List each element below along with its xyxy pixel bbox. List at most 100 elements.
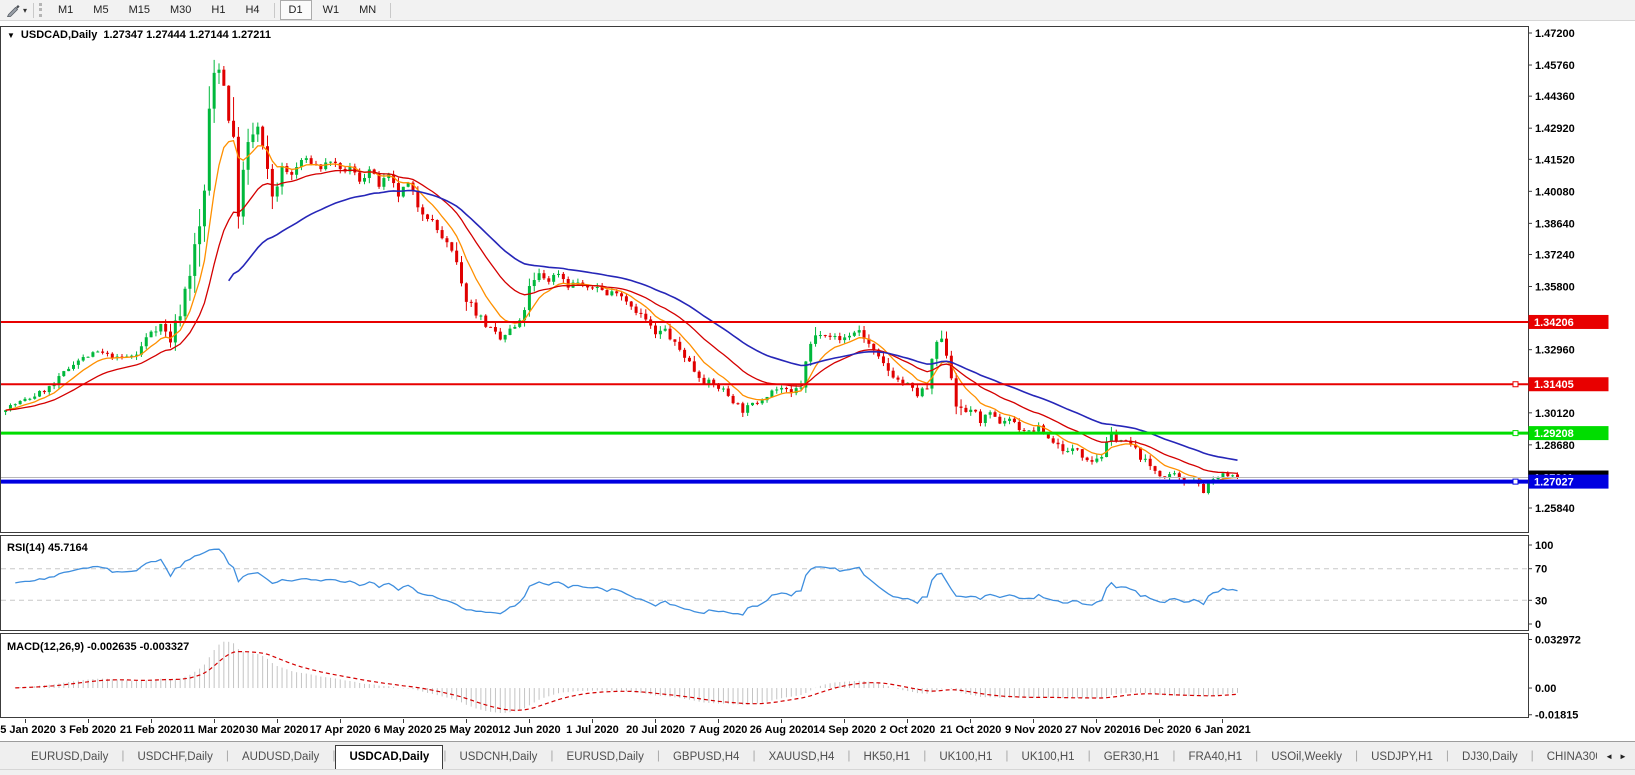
chart-tab-usdcnh-daily[interactable]: USDCNH,Daily (459, 751, 538, 763)
chart-tab-hk50-h1[interactable]: HK50,H1 (863, 751, 911, 763)
svg-text:-0.01815: -0.01815 (1535, 710, 1578, 719)
chart-tab-uk100-h1[interactable]: UK100,H1 (1021, 751, 1075, 763)
time-axis-label: 6 Jan 2021 (1178, 719, 1268, 736)
rsi-line (15, 548, 1238, 616)
tab-separator: | (1354, 747, 1359, 762)
chart-tab-gbpusd-h4[interactable]: GBPUSD,H4 (672, 751, 740, 763)
time-axis-tick (1033, 719, 1035, 723)
time-axis-tick (528, 719, 530, 723)
tab-separator: | (752, 747, 756, 762)
toolbar-separator (33, 2, 35, 18)
toolbar-separator (273, 2, 275, 18)
crosshair-tool-icon[interactable] (4, 1, 22, 19)
chart-tab-usdjpy-h1[interactable]: USDJPY,H1 (1371, 751, 1433, 763)
tab-scroll-buttons: ◄ ► (1597, 743, 1635, 769)
dropdown-caret-icon[interactable]: ▾ (23, 5, 28, 15)
time-axis-label: 1 Jul 2020 (547, 719, 637, 736)
time-axis-label: 26 Aug 2020 (737, 719, 827, 736)
ma-slow-line (228, 189, 1238, 461)
svg-text:1.47200: 1.47200 (1535, 28, 1575, 40)
chart-tab-xauusd-h4[interactable]: XAUUSD,H4 (768, 751, 835, 763)
tab-separator: | (121, 747, 125, 762)
time-axis-tick (1096, 719, 1098, 723)
collapse-marker-icon[interactable]: ▼ (7, 30, 15, 40)
time-axis-tick (213, 719, 215, 723)
time-axis-tick (1222, 719, 1224, 723)
tab-separator: | (1445, 747, 1450, 762)
timeframe-buttons: M1 M5 M15 M30 H1 H4 D1 W1 MN (48, 0, 395, 21)
time-axis-label: 14 Sep 2020 (800, 719, 890, 736)
svg-text:1.31405: 1.31405 (1534, 379, 1574, 391)
ma-fast-line (5, 139, 1238, 483)
toolbar-grip[interactable] (39, 3, 43, 17)
chart-tab-ger30-h1[interactable]: GER30,H1 (1103, 751, 1160, 763)
macd-indicator-label: MACD(12,26,9) -0.002635 -0.003327 (7, 641, 190, 653)
chart-tab-usdcad-daily[interactable]: USDCAD,Daily (335, 745, 444, 769)
time-axis-tick (276, 719, 278, 723)
tab-separator: | (225, 747, 229, 762)
timeframe-button-m30[interactable]: M30 (169, 4, 192, 16)
tab-scroll-left-icon[interactable]: ◄ (1605, 752, 1613, 761)
svg-text:0: 0 (1535, 619, 1541, 631)
hline-tag-1.27027 (1528, 474, 1609, 489)
svg-text:70: 70 (1535, 564, 1547, 576)
svg-text:1.40080: 1.40080 (1535, 186, 1575, 198)
tab-separator: | (443, 747, 447, 762)
chart-tab-audusd-daily[interactable]: AUDUSD,Daily (241, 751, 320, 763)
svg-text:1.27027: 1.27027 (1534, 477, 1574, 489)
rsi-indicator-label: RSI(14) 45.7164 (7, 542, 88, 554)
time-axis-label: 3 Feb 2020 (43, 719, 133, 736)
chart-tab-dj30-daily[interactable]: DJ30,Daily (1462, 751, 1518, 763)
tab-separator: | (1172, 747, 1176, 762)
hline-tag-1.29208 (1528, 426, 1609, 441)
tab-separator: | (1005, 747, 1009, 762)
time-axis-tick (1159, 719, 1161, 723)
timeframe-button-h4[interactable]: H4 (245, 4, 260, 16)
time-axis-tick (781, 719, 783, 723)
svg-text:1.32960: 1.32960 (1535, 345, 1575, 357)
tab-scroll-right-icon[interactable]: ► (1619, 752, 1627, 761)
chart-tab-uk100-h1[interactable]: UK100,H1 (939, 751, 993, 763)
tab-separator: | (656, 747, 660, 762)
time-axis[interactable]: 15 Jan 2020 3 Feb 2020 21 Feb 2020 11 Mar 2… (0, 719, 1635, 741)
time-axis-label: 15 Jan 2020 (0, 719, 70, 736)
hline-tag-1.31405 (1528, 377, 1609, 392)
timeframe-button-m5[interactable]: M5 (93, 4, 109, 16)
chart-tabs-bar: EURUSD,Daily | USDCHF,Daily | AUDUSD,Daily | U… (0, 741, 1635, 769)
svg-text:1.30120: 1.30120 (1535, 408, 1575, 420)
tab-separator: | (1255, 747, 1259, 762)
svg-text:0.00: 0.00 (1535, 683, 1556, 695)
timeframe-button-d1[interactable]: D1 (279, 0, 312, 20)
candles-group (4, 59, 1239, 495)
chart-area: 1.272111.342061.314051.292081.270271.472… (0, 21, 1635, 741)
chart-tab-eurusd-daily[interactable]: EURUSD,Daily (31, 751, 109, 763)
chart-title: ▼ USDCAD,Daily 1.27347 1.27444 1.27144 1… (7, 29, 271, 41)
chart-tabs: EURUSD,Daily | USDCHF,Daily | AUDUSD,Daily | U… (0, 742, 1635, 769)
time-axis-tick (87, 719, 89, 723)
time-axis-label: 21 Feb 2020 (106, 719, 196, 736)
chart-tab-fra40-h1[interactable]: FRA40,H1 (1188, 751, 1243, 763)
price-chart-canvas[interactable]: 1.272111.342061.314051.292081.270271.472… (0, 21, 1635, 719)
svg-text:0.032972: 0.032972 (1535, 635, 1581, 647)
chart-tab-eurusd-daily[interactable]: EURUSD,Daily (566, 751, 644, 763)
timeframe-toolbar: ▾ M1 M5 M15 M30 H1 H4 D1 W1 MN (0, 0, 1635, 21)
timeframe-button-m1[interactable]: M1 (58, 4, 74, 16)
macd-histogram (14, 641, 1238, 713)
time-axis-tick (718, 719, 720, 723)
time-axis-label: 30 Mar 2020 (232, 719, 322, 736)
timeframe-button-h1[interactable]: H1 (211, 4, 226, 16)
svg-text:1.28680: 1.28680 (1535, 440, 1575, 452)
svg-text:30: 30 (1535, 595, 1547, 607)
toolbar-separator (390, 2, 392, 18)
chart-tab-usdchf-daily[interactable]: USDCHF,Daily (137, 751, 213, 763)
svg-text:1.38640: 1.38640 (1535, 218, 1575, 230)
timeframe-button-w1[interactable]: W1 (322, 4, 340, 16)
timeframe-button-m15[interactable]: M15 (128, 4, 150, 16)
chart-tab-usoil-weekly[interactable]: USOil,Weekly (1271, 751, 1342, 763)
timeframe-button-mn[interactable]: MN (359, 4, 377, 16)
time-axis-label: 9 Nov 2020 (989, 719, 1079, 736)
time-axis-label: 20 Jul 2020 (611, 719, 701, 736)
svg-text:1.29208: 1.29208 (1534, 428, 1574, 440)
time-axis-label: 11 Mar 2020 (169, 719, 259, 736)
